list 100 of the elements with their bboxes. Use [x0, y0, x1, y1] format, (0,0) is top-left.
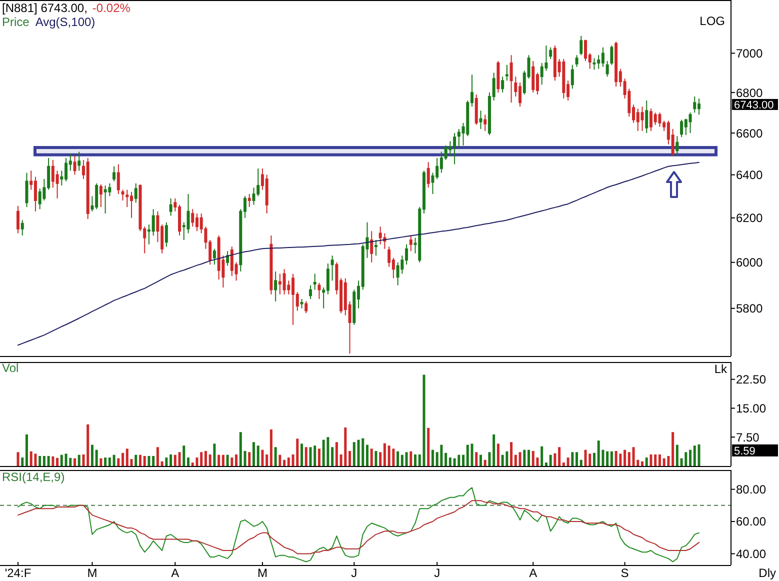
bar	[226, 454, 229, 466]
candlestick	[453, 132, 456, 165]
bar	[466, 444, 469, 466]
candlestick	[212, 248, 216, 266]
bar	[475, 452, 478, 466]
bar	[326, 437, 330, 466]
bar	[448, 458, 452, 466]
bar	[331, 447, 334, 466]
candlestick	[610, 44, 614, 66]
bar	[213, 444, 216, 466]
bar	[143, 456, 146, 466]
candlestick	[134, 182, 138, 204]
candlestick	[676, 136, 679, 156]
bar	[571, 452, 574, 466]
candlestick	[570, 64, 574, 90]
candlestick	[25, 172, 28, 208]
bar	[549, 454, 552, 466]
candlestick	[426, 162, 430, 188]
bar	[200, 452, 203, 466]
bar	[274, 447, 277, 466]
bar	[619, 454, 622, 466]
bar	[624, 450, 626, 466]
bar	[362, 438, 364, 466]
candlestick	[16, 205, 20, 234]
bar	[252, 442, 255, 466]
bar	[414, 454, 416, 466]
bar	[654, 454, 657, 466]
bar	[392, 448, 395, 466]
bar	[21, 458, 24, 466]
candlestick	[562, 58, 566, 100]
bar	[514, 454, 517, 466]
bar	[283, 460, 286, 466]
candlestick	[274, 270, 278, 302]
bar	[230, 458, 234, 466]
bar	[235, 454, 238, 466]
line-series	[18, 162, 700, 346]
bar	[488, 452, 491, 466]
text: 5.59	[734, 445, 756, 458]
bar	[396, 451, 400, 466]
bar	[256, 446, 260, 466]
bar	[523, 450, 526, 466]
candlestick	[409, 235, 412, 252]
candlestick	[592, 58, 596, 70]
bar	[562, 462, 565, 466]
bar	[606, 451, 609, 466]
candlestick	[330, 255, 334, 282]
bar	[218, 454, 220, 466]
bar	[667, 456, 670, 466]
candlestick	[680, 119, 684, 138]
bar	[270, 429, 272, 466]
bar	[248, 452, 251, 466]
bar	[532, 450, 534, 466]
candlestick	[226, 250, 230, 266]
bar	[566, 458, 570, 466]
candlestick	[474, 94, 478, 126]
y-tick-label: 6000	[736, 256, 764, 270]
bar	[152, 456, 155, 466]
bar	[431, 450, 434, 466]
bar	[187, 458, 190, 466]
bar	[108, 458, 111, 466]
chart-title: [N881] 6743.00,	[2, 1, 88, 15]
x-tick-label: J	[434, 566, 440, 580]
bar	[614, 450, 618, 466]
candlestick	[580, 35, 583, 56]
bar	[148, 456, 150, 466]
bar	[348, 450, 352, 466]
x-tick-label: J	[351, 566, 358, 580]
candlestick	[248, 194, 251, 208]
candlestick	[169, 198, 172, 216]
bar	[38, 456, 42, 466]
bar	[698, 444, 700, 466]
candlestick	[479, 110, 482, 130]
bar	[366, 444, 368, 466]
candlestick	[378, 226, 382, 245]
bar	[322, 440, 325, 466]
y-tick-label: 22.50	[736, 372, 766, 387]
candlestick	[104, 184, 107, 214]
bar	[576, 452, 578, 466]
bar	[82, 454, 85, 466]
bar	[122, 452, 124, 466]
bar	[178, 452, 181, 466]
bar	[165, 458, 168, 466]
bar	[684, 452, 688, 466]
candlestick	[505, 64, 508, 82]
bar	[518, 452, 522, 466]
bar	[344, 427, 347, 466]
candlestick	[370, 230, 374, 263]
bar	[318, 448, 320, 466]
annotation: LOG	[700, 14, 725, 28]
bar	[658, 454, 661, 466]
bar	[470, 444, 474, 466]
bar	[676, 444, 678, 466]
bar	[588, 454, 592, 466]
bar	[174, 454, 176, 466]
bar	[64, 454, 68, 466]
candlestick	[374, 239, 378, 256]
bar	[170, 454, 172, 466]
bar	[597, 440, 600, 466]
candlestick	[116, 164, 120, 195]
bar	[239, 432, 242, 466]
